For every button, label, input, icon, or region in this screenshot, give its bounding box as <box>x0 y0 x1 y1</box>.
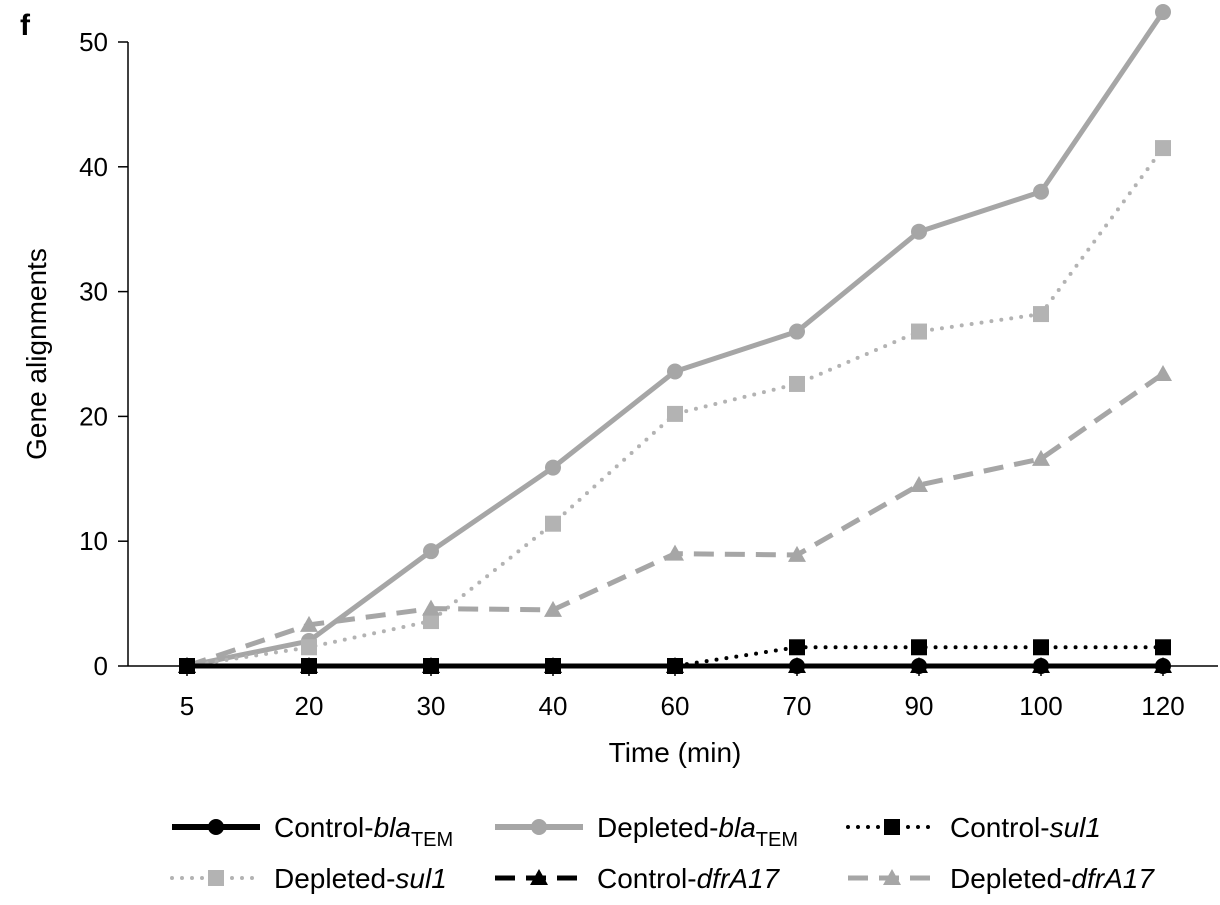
y-tick-label: 20 <box>79 401 108 431</box>
legend-item-depleted-bla: Depleted-blaTEM <box>495 812 798 851</box>
data-point <box>422 599 440 616</box>
legend-label-main: Depleted- <box>597 812 718 843</box>
x-tick-label: 40 <box>539 691 568 721</box>
data-point <box>1155 639 1171 656</box>
x-ticks: 5 20 30 40 60 70 90 100 120 <box>180 666 1185 721</box>
legend-label-italic: dfrA17 <box>1071 863 1155 894</box>
x-tick-label: 120 <box>1141 691 1184 721</box>
data-point <box>1033 306 1049 323</box>
legend-item-depleted-sul1: Depleted-sul1 <box>170 863 447 894</box>
data-point <box>1033 183 1049 200</box>
series-line <box>186 10 1166 669</box>
y-axis-title: Gene alignments <box>21 248 52 460</box>
data-point <box>300 615 318 632</box>
data-point <box>1033 658 1049 674</box>
legend-marker <box>208 870 224 886</box>
legend: Control-blaTEM Depleted-blaTEM Control-sul… <box>170 812 1155 894</box>
x-tick-label: 30 <box>417 691 446 721</box>
legend-item-depleted-dfr: Depleted-dfrA17 <box>848 863 1155 894</box>
data-point <box>1032 449 1050 466</box>
legend-marker <box>883 869 901 885</box>
data-point <box>1033 639 1049 656</box>
legend-label: Control-blaTEM <box>274 812 453 851</box>
legend-label-italic: bla <box>718 812 755 843</box>
legend-label-italic: bla <box>374 812 411 843</box>
data-point <box>545 658 561 674</box>
x-tick-label: 60 <box>661 691 690 721</box>
y-tick-label: 10 <box>79 526 108 556</box>
legend-item-control-sul1: Control-sul1 <box>846 812 1101 843</box>
data-point <box>911 639 927 656</box>
legend-label-main: Control- <box>597 863 697 894</box>
data-point <box>910 476 928 493</box>
legend-label-main: Depleted- <box>274 863 395 894</box>
legend-label-main: Control- <box>950 812 1050 843</box>
legend-label: Depleted-blaTEM <box>597 812 798 851</box>
y-tick-label: 40 <box>79 152 108 182</box>
data-point <box>1155 4 1171 21</box>
legend-marker <box>884 819 900 835</box>
data-point <box>788 545 806 562</box>
series-depleted-bla <box>179 4 1171 674</box>
data-point <box>911 223 927 240</box>
data-point <box>789 658 805 674</box>
legend-label-italic: dfrA17 <box>697 863 781 894</box>
data-point <box>545 459 561 476</box>
data-point <box>1155 658 1171 674</box>
data-point <box>544 600 562 617</box>
panel-letter: f <box>20 9 31 42</box>
legend-marker <box>531 819 547 835</box>
data-point <box>1155 140 1171 157</box>
data-point <box>667 658 683 674</box>
y-ticks: 0 10 20 30 40 50 <box>79 27 128 681</box>
data-point <box>911 658 927 674</box>
axes <box>127 42 1218 667</box>
legend-marker <box>530 869 548 885</box>
y-tick-label: 30 <box>79 277 108 307</box>
x-tick-label: 20 <box>295 691 324 721</box>
data-point <box>789 375 805 392</box>
x-tick-label: 90 <box>905 691 934 721</box>
y-tick-label: 0 <box>94 651 108 681</box>
data-point <box>911 323 927 340</box>
legend-label-italic: sul1 <box>395 863 446 894</box>
legend-label: Control-dfrA17 <box>597 863 781 894</box>
data-point <box>545 515 561 532</box>
series-layer <box>178 4 1172 674</box>
data-point <box>1154 364 1172 381</box>
legend-label-main: Control- <box>274 812 374 843</box>
legend-item-control-dfr: Control-dfrA17 <box>495 863 781 894</box>
legend-label: Depleted-sul1 <box>274 863 447 894</box>
x-tick-label: 70 <box>783 691 812 721</box>
y-tick-label: 50 <box>79 27 108 57</box>
data-point <box>423 658 439 674</box>
legend-marker <box>208 819 224 835</box>
x-tick-label: 100 <box>1019 691 1062 721</box>
legend-label-main: Depleted- <box>950 863 1071 894</box>
x-tick-label: 5 <box>180 691 194 721</box>
data-point <box>789 639 805 656</box>
data-point <box>423 613 439 630</box>
data-point <box>423 543 439 560</box>
legend-label: Depleted-dfrA17 <box>950 863 1155 894</box>
data-point <box>179 658 195 674</box>
data-point <box>789 323 805 340</box>
data-point <box>301 639 317 656</box>
legend-label-subscript: TEM <box>756 829 798 851</box>
data-point <box>667 405 683 422</box>
series-control-bla <box>179 658 1171 674</box>
data-point <box>667 363 683 380</box>
data-point <box>301 658 317 674</box>
legend-label-italic: sul1 <box>1050 812 1101 843</box>
x-axis-title: Time (min) <box>609 737 742 768</box>
legend-label-subscript: TEM <box>411 829 453 851</box>
legend-item-control-bla: Control-blaTEM <box>172 812 453 851</box>
series-depleted-sul1 <box>179 140 1171 674</box>
legend-label: Control-sul1 <box>950 812 1101 843</box>
data-point <box>666 544 684 561</box>
